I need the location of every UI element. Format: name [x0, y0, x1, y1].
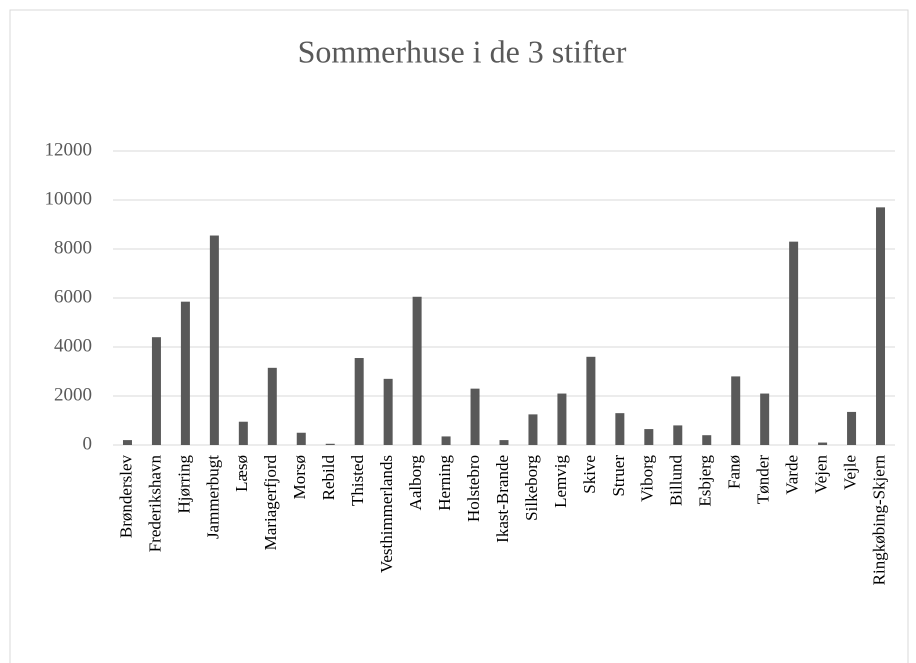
x-tick-label: Vejle — [840, 455, 859, 490]
bar — [122, 440, 132, 445]
x-tick-label: Vejen — [811, 455, 830, 494]
bar — [847, 411, 857, 445]
y-tick-label: 0 — [83, 433, 93, 454]
x-tick-label: Fanø — [725, 455, 744, 489]
y-tick-label: 12000 — [45, 139, 93, 160]
bar — [586, 356, 596, 445]
x-tick-label: Morsø — [290, 455, 309, 499]
y-tick-label: 10000 — [45, 188, 93, 209]
y-tick-label: 6000 — [54, 286, 92, 307]
bar — [818, 442, 828, 445]
bar — [528, 414, 538, 445]
x-tick-label: Aalborg — [406, 455, 425, 511]
bar — [325, 443, 335, 445]
bar — [789, 241, 799, 445]
x-tick-label: Mariagerfjord — [261, 455, 280, 551]
x-tick-label: Lemvig — [551, 455, 570, 508]
x-tick-label: Herning — [435, 455, 454, 511]
x-tick-label: Thisted — [348, 455, 367, 506]
x-tick-label: Ringkøbing-Skjern — [869, 455, 888, 586]
bar — [731, 376, 741, 445]
y-tick-label: 4000 — [54, 335, 92, 356]
x-tick-label: Rebild — [319, 455, 338, 501]
bar — [876, 207, 886, 445]
bar — [383, 378, 393, 445]
y-tick-label: 8000 — [54, 237, 92, 258]
bar — [673, 425, 683, 445]
bar — [267, 367, 277, 445]
bar — [354, 358, 364, 445]
bar — [557, 393, 567, 445]
bar — [180, 301, 190, 445]
bar — [412, 296, 422, 445]
y-tick-label: 2000 — [54, 384, 92, 405]
bar — [615, 413, 625, 445]
x-tick-label: Frederikshavn — [145, 455, 164, 553]
chart-title: Sommerhuse i de 3 stifter — [298, 33, 627, 69]
bar — [470, 388, 480, 445]
bar — [760, 393, 770, 445]
bar — [499, 440, 509, 445]
bar — [702, 435, 712, 445]
x-tick-label: Silkeborg — [522, 455, 541, 521]
x-tick-label: Billund — [667, 455, 686, 507]
bar — [238, 421, 248, 445]
bar — [209, 235, 219, 445]
x-tick-label: Hjørring — [174, 455, 193, 514]
x-tick-label: Brønderslev — [116, 455, 135, 539]
bar — [151, 337, 161, 445]
bar — [441, 436, 451, 445]
x-tick-label: Esbjerg — [696, 455, 715, 507]
x-tick-label: Viborg — [638, 455, 657, 502]
x-tick-label: Jammerbugt — [203, 455, 222, 539]
bar — [644, 429, 654, 445]
x-tick-label: Holstebro — [464, 455, 483, 522]
x-tick-label: Tønder — [754, 455, 773, 504]
chart-border — [9, 9, 909, 663]
x-tick-label: Struer — [609, 455, 628, 497]
x-tick-label: Varde — [783, 455, 802, 495]
x-tick-label: Ikast-Brande — [493, 455, 512, 543]
x-tick-label: Vesthimmerlands — [377, 455, 396, 573]
x-tick-label: Skive — [580, 455, 599, 494]
bar — [296, 432, 306, 445]
x-tick-label: Læsø — [232, 455, 251, 492]
